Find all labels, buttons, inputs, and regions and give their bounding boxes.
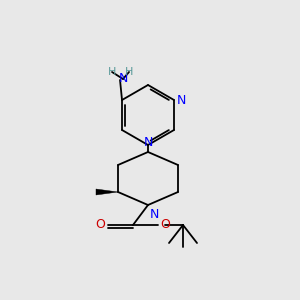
Text: N: N	[177, 94, 186, 106]
Text: O: O	[95, 218, 105, 232]
Text: N: N	[118, 73, 128, 85]
Polygon shape	[96, 189, 118, 195]
Text: N: N	[150, 208, 159, 221]
Text: N: N	[143, 136, 153, 149]
Text: H: H	[125, 67, 133, 77]
Text: H: H	[108, 67, 116, 77]
Text: O: O	[160, 218, 170, 232]
